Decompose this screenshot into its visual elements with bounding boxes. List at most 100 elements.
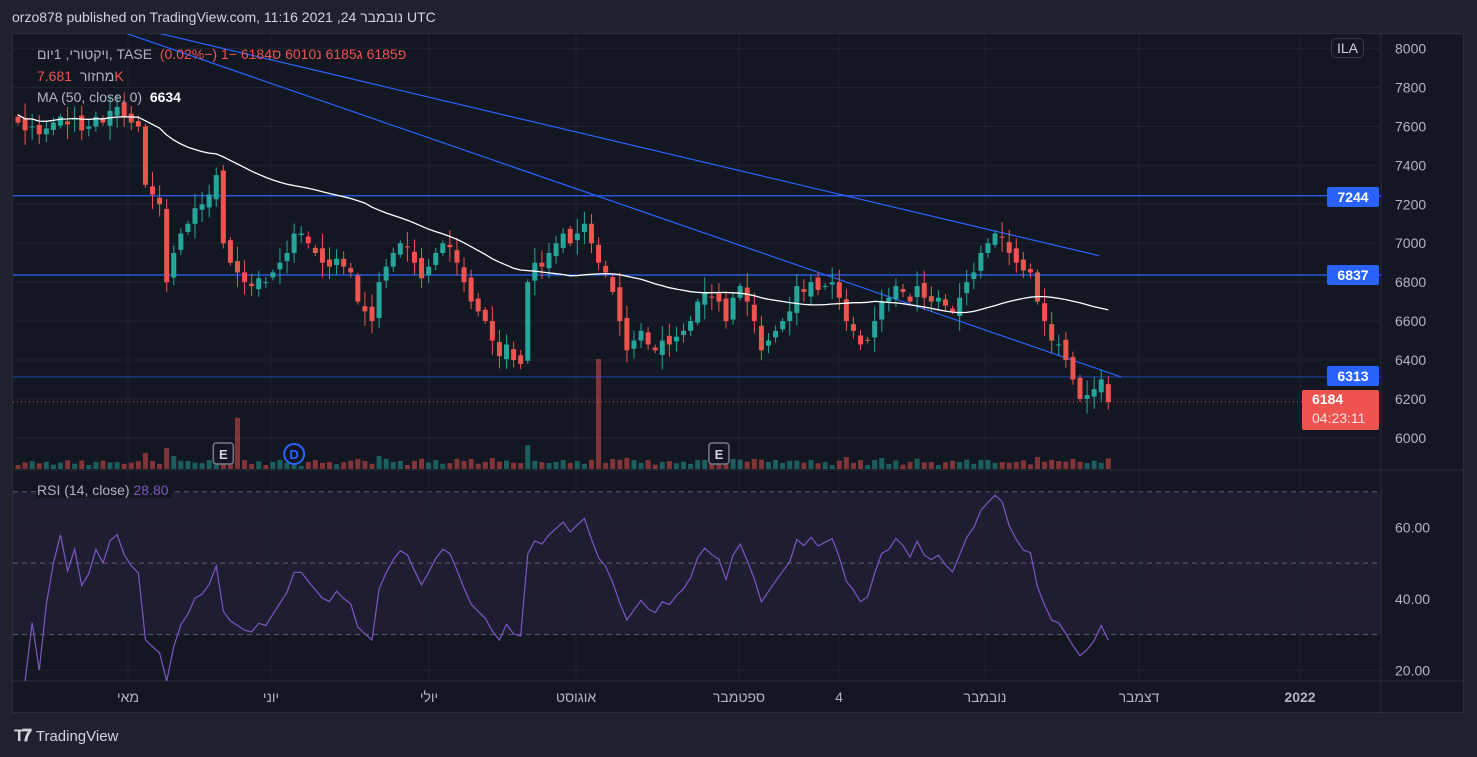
rsi-label[interactable]: RSI (14, close): [37, 482, 130, 498]
candle-body: [865, 339, 871, 341]
candle: [567, 225, 573, 247]
price-tick-label: 6400: [1395, 352, 1426, 368]
candle: [334, 248, 340, 275]
candle-body: [178, 233, 184, 250]
volume-bar: [383, 458, 389, 469]
candle: [518, 350, 524, 370]
time-axis-label: אוגוסט: [556, 689, 597, 705]
volume-legend: מחזור 7.681K: [37, 68, 124, 84]
candle: [829, 267, 835, 300]
currency-badge[interactable]: ILA: [1331, 38, 1365, 58]
volume-bar: [758, 459, 764, 469]
candle-body: [688, 321, 694, 331]
candle: [86, 118, 92, 137]
candle: [341, 251, 347, 275]
candle-body: [1035, 272, 1041, 302]
volume-bar: [312, 459, 318, 469]
candle-body: [327, 259, 333, 267]
volume-bar: [1049, 459, 1055, 469]
candle: [291, 223, 297, 263]
candle: [1084, 380, 1090, 414]
last-price: 6184: [1312, 391, 1344, 407]
symbol-name[interactable]: ויקטורי, 1יום, TASE: [37, 46, 153, 62]
volume-bar: [369, 463, 375, 469]
candle-body: [518, 355, 524, 364]
price-tag-7244: 7244: [1327, 187, 1379, 207]
candle-body: [79, 115, 85, 131]
volume-bar: [50, 464, 56, 469]
candle: [475, 293, 481, 317]
candle-body: [305, 236, 311, 244]
candle: [681, 323, 687, 343]
candle-body: [270, 272, 276, 278]
price-tick-label: 6200: [1395, 391, 1426, 407]
chart-canvas[interactable]: 6000 6200 6400 6600 6800 7000 7200 7400 7600 7800…: [13, 34, 1465, 714]
volume-bar: [1056, 461, 1062, 469]
rsi-tick-label: 40.00: [1395, 591, 1430, 607]
candle: [1042, 288, 1048, 336]
candle-body: [574, 233, 580, 241]
volume-bar: [107, 462, 113, 469]
candle-body: [57, 116, 63, 126]
candle-body: [780, 321, 786, 330]
volume-bar: [36, 463, 42, 469]
candle-body: [376, 282, 382, 318]
volume-bar: [815, 463, 821, 469]
candle-body: [985, 243, 991, 253]
volume-bar: [263, 465, 269, 469]
volume-bar: [334, 464, 340, 469]
candle-body: [334, 258, 340, 266]
volume-bar: [319, 462, 325, 469]
candle: [192, 193, 198, 239]
volume-bar: [489, 457, 495, 469]
volume-bar: [65, 460, 71, 469]
candle: [29, 114, 35, 140]
volume-bar: [199, 463, 205, 469]
candle: [850, 316, 856, 339]
candle-body: [560, 233, 566, 248]
candle: [369, 294, 375, 334]
bar-countdown: 04:23:11: [1312, 410, 1366, 426]
price-tag-6313: 6313: [1327, 366, 1379, 386]
candle-body: [603, 265, 609, 273]
volume-bar: [426, 462, 432, 469]
candle-body: [419, 258, 425, 279]
candle-body: [957, 297, 963, 317]
candle-body: [93, 116, 99, 127]
candle: [447, 230, 453, 262]
candle: [957, 283, 963, 331]
volume-bar: [305, 461, 311, 469]
candle-body: [999, 236, 1005, 238]
volume-bar: [1098, 462, 1104, 469]
candle-body: [242, 272, 248, 283]
volume-bar: [419, 458, 425, 469]
volume-bar: [511, 462, 517, 469]
candle-body: [1056, 344, 1062, 346]
candle: [135, 115, 141, 132]
candle-body: [171, 252, 177, 278]
candle: [242, 260, 248, 295]
candle-body: [404, 246, 410, 248]
candle: [100, 115, 106, 126]
volume-bar: [249, 464, 255, 469]
candle-body: [942, 299, 948, 306]
ma-label[interactable]: MA (50, close, 0): [37, 89, 143, 105]
volume-bar: [730, 459, 736, 469]
candle-body: [822, 286, 828, 288]
candle-body: [709, 296, 715, 298]
candle: [1098, 369, 1104, 403]
chart-container[interactable]: 6000 6200 6400 6600 6800 7000 7200 7400 7600 7800…: [12, 33, 1465, 714]
candle-body: [886, 297, 892, 302]
volume-bar: [858, 460, 864, 469]
price-tick-label: 7800: [1395, 80, 1426, 96]
candle-body: [29, 126, 35, 128]
candle: [581, 211, 587, 245]
candle: [560, 228, 566, 254]
rsi-tick-label: 60.00: [1395, 519, 1430, 535]
volume-bar: [836, 460, 842, 469]
price-tick-label: 8000: [1395, 41, 1426, 57]
candle-body: [319, 248, 325, 263]
tradingview-logo[interactable]: T𝟕 TradingView: [14, 726, 118, 746]
volume-bar: [43, 461, 49, 469]
candle-body: [36, 124, 42, 135]
